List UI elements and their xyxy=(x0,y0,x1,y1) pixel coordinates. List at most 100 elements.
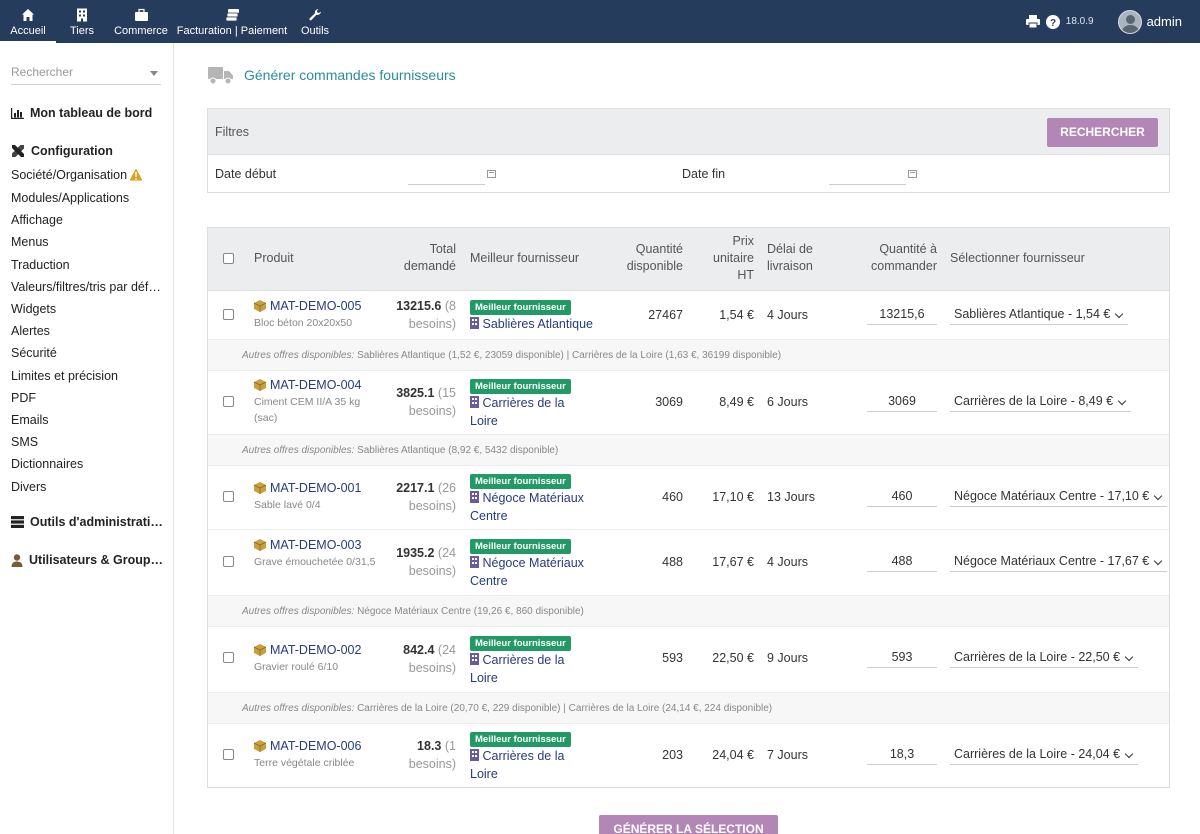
user-menu[interactable]: admin xyxy=(1117,9,1182,34)
product-link[interactable]: MAT-DEMO-004 xyxy=(254,376,384,394)
sidebar-link-display[interactable]: Affichage xyxy=(11,213,63,227)
sidebar-search-input[interactable]: Rechercher xyxy=(11,65,161,85)
supplier-name: Carrières de la xyxy=(482,396,565,410)
qty-order-input[interactable]: 488 xyxy=(867,550,937,572)
supplier-select[interactable]: Carrières de la Loire - 22,50 € xyxy=(950,646,1139,668)
delivery-delay: 9 Jours xyxy=(767,651,808,665)
supplier-link[interactable]: Carrières de la xyxy=(470,394,571,412)
orders-table: Produit Total demandé Meilleur fournisse… xyxy=(207,227,1170,788)
sidebar-link-limits[interactable]: Limites et précision xyxy=(11,369,118,383)
nav-tools[interactable]: Outils xyxy=(290,0,340,43)
nav-home[interactable]: Accueil xyxy=(0,0,56,43)
best-supplier-cell: Meilleur fournisseur Négoce Matériaux Ce… xyxy=(470,471,584,525)
row-checkbox[interactable] xyxy=(223,652,234,663)
sidebar: Rechercher Mon tableau de bord Configura… xyxy=(0,43,174,834)
qty-order-input[interactable]: 18,3 xyxy=(867,743,937,765)
row-checkbox[interactable] xyxy=(223,556,234,567)
best-supplier-badge: Meilleur fournisseur xyxy=(470,474,571,489)
row-checkbox[interactable] xyxy=(223,396,234,407)
printer-icon[interactable] xyxy=(1025,15,1040,28)
search-button[interactable]: RECHERCHER xyxy=(1047,118,1158,147)
th-qty-order-line: Quantité à xyxy=(879,242,937,256)
help-icon[interactable]: ? xyxy=(1045,14,1060,29)
sidebar-link-menus[interactable]: Menus xyxy=(11,235,49,249)
sidebar-users-groups[interactable]: Utilisateurs & Group… xyxy=(11,553,166,567)
product-link[interactable]: MAT-DEMO-001 xyxy=(254,479,384,497)
supplier-name-line2: Loire xyxy=(470,767,498,781)
sidebar-link-pdf[interactable]: PDF xyxy=(11,391,36,405)
nav-billing[interactable]: Facturation | Paiement xyxy=(174,0,290,43)
top-right: ? 18.0.9 admin xyxy=(1025,0,1200,43)
date-start-input[interactable] xyxy=(408,164,485,185)
supplier-link[interactable]: Négoce Matériaux xyxy=(470,489,584,507)
avatar xyxy=(1117,9,1142,34)
best-supplier-badge: Meilleur fournisseur xyxy=(470,539,571,554)
other-offers-prefix: Autres offres disponibles: xyxy=(242,350,355,361)
qty-order-input[interactable]: 593 xyxy=(867,646,937,668)
supplier-select[interactable]: Carrières de la Loire - 24,04 € xyxy=(950,743,1139,765)
needs-count: (24 xyxy=(437,643,456,657)
supplier-select[interactable]: Négoce Matériaux Centre - 17,10 € xyxy=(950,485,1168,507)
supplier-link[interactable]: Carrières de la xyxy=(470,651,571,669)
user-name: admin xyxy=(1146,14,1182,29)
qty-order-input[interactable]: 3069 xyxy=(867,390,937,412)
qty-order-input[interactable]: 460 xyxy=(867,485,937,507)
sidebar-link-dictionaries[interactable]: Dictionnaires xyxy=(11,457,84,471)
server-icon xyxy=(11,516,24,528)
delivery-delay: 6 Jours xyxy=(767,395,808,409)
total-value: 842.4 xyxy=(403,643,435,657)
sidebar-link-alerts[interactable]: Alertes xyxy=(11,324,50,338)
supplier-select[interactable]: Négoce Matériaux Centre - 17,67 € xyxy=(950,550,1168,572)
row-checkbox[interactable] xyxy=(223,309,234,320)
sidebar-link-misc[interactable]: Divers xyxy=(11,480,47,494)
supplier-select[interactable]: Sablières Atlantique - 1,54 € xyxy=(950,303,1129,325)
building-icon xyxy=(470,556,479,568)
table-row: MAT-DEMO-005 Bloc béton 20x20x50 13215.6… xyxy=(208,292,1169,340)
sidebar-link-modules[interactable]: Modules/Applications xyxy=(11,191,130,205)
sidebar-link-security[interactable]: Sécurité xyxy=(11,346,57,360)
sidebar-link-company[interactable]: Société/Organisation xyxy=(11,168,166,182)
product-link[interactable]: MAT-DEMO-002 xyxy=(254,641,384,659)
nav-commerce[interactable]: Commerce xyxy=(108,0,174,43)
row-checkbox[interactable] xyxy=(223,491,234,502)
box-icon xyxy=(254,300,266,312)
sidebar-dashboard[interactable]: Mon tableau de bord xyxy=(11,106,166,120)
qty-available: 27467 xyxy=(648,308,683,322)
calendar-icon[interactable] xyxy=(487,170,496,178)
supplier-link[interactable]: Négoce Matériaux xyxy=(470,554,584,572)
supplier-link[interactable]: Sablières Atlantique xyxy=(470,315,593,333)
qty-order-input[interactable]: 13215,6 xyxy=(867,303,937,325)
needs-count: (8 xyxy=(444,299,456,313)
supplier-name: Carrières de la xyxy=(482,749,565,763)
delivery-delay: 7 Jours xyxy=(767,748,808,762)
th-qty-order: Quantité à commander xyxy=(848,241,937,275)
supplier-select[interactable]: Carrières de la Loire - 8,49 € xyxy=(950,390,1132,412)
other-offers-text: Sablières Atlantique (1,52 €, 23059 disp… xyxy=(357,350,782,361)
sidebar-admin-tools[interactable]: Outils d'administrati… xyxy=(11,515,166,529)
chevron-down-icon xyxy=(1124,652,1134,662)
sidebar-link-emails[interactable]: Emails xyxy=(11,413,49,427)
calendar-icon[interactable] xyxy=(908,170,917,178)
box-icon xyxy=(254,740,266,752)
product-link[interactable]: MAT-DEMO-006 xyxy=(254,737,384,755)
sidebar-link-sms[interactable]: SMS xyxy=(11,435,39,449)
date-end-input[interactable] xyxy=(829,164,906,185)
needs-count: (24 xyxy=(437,546,456,560)
table-row: MAT-DEMO-002 Gravier roulé 6/10 842.4 (2… xyxy=(208,627,1169,693)
sidebar-dashboard-label: Mon tableau de bord xyxy=(30,106,153,120)
sidebar-configuration[interactable]: Configuration xyxy=(11,144,166,158)
select-all-checkbox[interactable] xyxy=(223,253,234,264)
supplier-link[interactable]: Carrières de la xyxy=(470,747,571,765)
sidebar-link-widgets[interactable]: Widgets xyxy=(11,302,57,316)
product-link[interactable]: MAT-DEMO-003 xyxy=(254,536,384,554)
nav-commerce-label: Commerce xyxy=(114,25,168,37)
generate-selection-button[interactable]: GÉNÉRER LA SÉLECTION xyxy=(599,815,778,834)
sidebar-link-translation[interactable]: Traduction xyxy=(11,258,70,272)
supplier-select-value: Carrières de la Loire - 22,50 € xyxy=(954,650,1121,664)
total-value: 2217.1 xyxy=(396,481,435,495)
th-delay-line: Délai de xyxy=(767,242,813,256)
product-link[interactable]: MAT-DEMO-005 xyxy=(254,297,384,315)
row-checkbox[interactable] xyxy=(223,749,234,760)
sidebar-link-defaults[interactable]: Valeurs/filtres/tris par déf… xyxy=(11,280,161,294)
nav-tiers[interactable]: Tiers xyxy=(56,0,108,43)
